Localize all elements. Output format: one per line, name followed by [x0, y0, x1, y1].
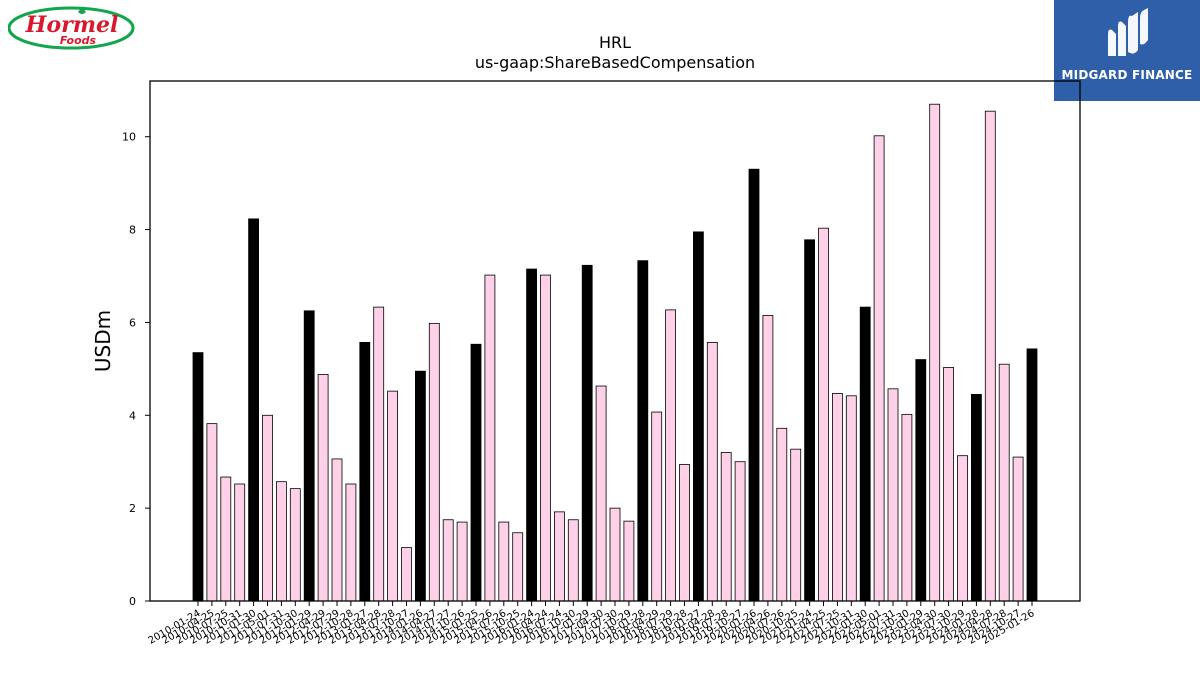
bar-2011-01-30	[248, 218, 260, 602]
bar-2020-07-26	[776, 427, 788, 602]
y-axis: 0 2 4 6 8 10	[122, 131, 150, 608]
bar-2023-04-30	[929, 103, 941, 602]
bar-2013-01-27	[359, 341, 371, 602]
y-tick-label: 8	[129, 224, 136, 237]
plot-frame	[149, 80, 1081, 602]
bar-2025-01-26	[1026, 348, 1038, 602]
hormel-wordmark: Hormel	[25, 12, 119, 38]
bar-2013-07-28	[387, 390, 399, 602]
bar-2022-10-30	[901, 413, 913, 602]
bar-2013-10-27	[401, 547, 412, 602]
bar-2018-10-28	[679, 464, 690, 602]
bar-2017-10-29	[623, 520, 635, 602]
y-tick-label: 2	[129, 502, 136, 515]
bar-2019-01-27	[693, 231, 704, 602]
bar-2020-04-26	[762, 315, 774, 602]
hormel-logo-graphic: Hormel Foods	[7, 6, 135, 50]
bar-2014-04-27	[428, 322, 440, 602]
bar-2022-01-30	[859, 306, 871, 602]
bar-2014-07-27	[442, 519, 454, 602]
bar-series	[192, 103, 1038, 602]
bar-2016-10-30	[567, 519, 579, 602]
midgard-finance-wordmark: MIDGARD FINANCE	[1061, 68, 1193, 82]
bar-2023-07-30	[943, 367, 954, 602]
y-axis-label: USDm	[91, 310, 115, 372]
bar-2021-10-31	[845, 395, 857, 602]
bar-2024-10-27	[1012, 456, 1024, 602]
x-axis: 2010-01-242010-04-252010-07-252010-10-31…	[147, 601, 1037, 647]
bar-2019-07-28	[720, 452, 732, 602]
bar-2010-10-31	[234, 483, 246, 602]
bar-2015-10-25	[512, 532, 524, 602]
midgard-finance-logo: MIDGARD FINANCE	[1054, 0, 1200, 101]
bar-2018-01-28	[637, 260, 649, 602]
bar-2016-01-24	[526, 268, 537, 602]
bar-2015-07-26	[498, 521, 510, 602]
chart-title: HRL	[598, 33, 632, 52]
bar-2017-04-30	[595, 385, 607, 602]
bar-2012-01-29	[303, 310, 315, 602]
bar-2021-07-25	[832, 393, 843, 602]
bar-2016-04-24	[540, 274, 551, 602]
bar-2012-07-29	[331, 458, 343, 602]
midgard-mark-icon	[1108, 8, 1148, 56]
bar-2010-01-24	[192, 352, 204, 602]
bar-2019-04-28	[706, 341, 718, 602]
bar-2022-07-31	[887, 388, 899, 602]
y-tick-label: 0	[129, 595, 136, 608]
bar-2017-01-29	[581, 264, 593, 602]
bar-2018-04-29	[651, 411, 663, 602]
bar-2012-04-29	[317, 374, 329, 602]
bar-2016-07-24	[554, 511, 565, 602]
bar-2021-01-24	[804, 239, 815, 602]
bar-2011-05-01	[262, 414, 273, 602]
hormel-foods-logo: Hormel Foods	[7, 6, 136, 50]
bar-2022-05-01	[873, 135, 885, 602]
bar-2018-07-29	[665, 309, 676, 602]
bar-2023-01-29	[915, 359, 927, 602]
bar-2020-10-25	[790, 448, 802, 602]
bar-2010-04-25	[206, 423, 218, 602]
y-tick-label: 6	[129, 316, 136, 329]
bar-2024-01-28	[971, 393, 982, 602]
chart-subtitle: us-gaap:ShareBasedCompensation	[474, 53, 756, 72]
bar-2017-07-30	[609, 507, 621, 602]
bar-2020-01-26	[748, 168, 760, 602]
bar-2019-10-27	[734, 461, 746, 602]
bar-2012-10-28	[345, 483, 357, 602]
bar-2015-04-26	[484, 274, 496, 602]
bar-2011-07-31	[275, 481, 287, 602]
foods-wordmark: Foods	[60, 34, 97, 47]
bar-2010-07-25	[220, 476, 232, 602]
y-tick-label: 10	[122, 131, 136, 144]
bar-2023-10-29	[957, 455, 968, 602]
bar-2024-07-28	[998, 363, 1010, 602]
bar-2021-04-25	[818, 227, 829, 602]
bar-2024-04-28	[984, 110, 996, 602]
y-tick-label: 4	[129, 409, 136, 422]
bar-2014-10-26	[456, 521, 468, 602]
bar-2013-04-28	[373, 306, 385, 602]
bar-2011-10-30	[289, 488, 301, 602]
bar-2015-01-25	[470, 343, 482, 602]
bar-2014-01-26	[414, 370, 426, 602]
leaf-icon	[78, 9, 86, 14]
